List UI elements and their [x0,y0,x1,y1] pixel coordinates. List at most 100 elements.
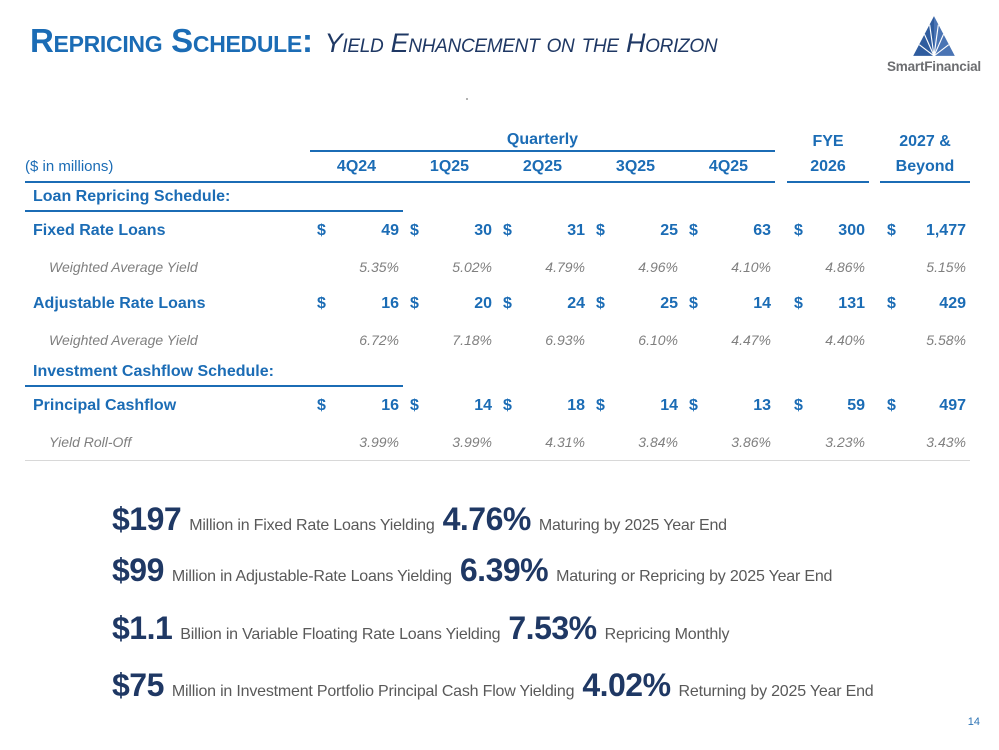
currency-symbol: $ [317,294,326,312]
currency-symbol: $ [887,294,896,312]
cell-value: 14 [753,294,771,312]
money-cell: $14 [589,387,682,424]
cell-value: 49 [381,221,399,239]
cell-value: 13 [753,396,771,414]
money-cell: $20 [403,285,496,322]
statement-amount: $75 [112,667,164,703]
column-header-4q24: 4Q24 [310,152,403,183]
table-row: Yield Roll-Off 3.99% 3.99% 4.31% 3.84% 3… [25,424,970,460]
currency-symbol: $ [689,396,698,414]
column-header-2026: 2026 [787,152,869,183]
cell-value: 16 [381,294,399,312]
statement-text: Returning by 2025 Year End [678,683,874,700]
money-cell: $16 [310,285,403,322]
percent-cell: 4.79% [545,259,585,275]
statement-rate: 4.76% [442,501,532,537]
statement-amount: $1.1 [112,610,173,646]
money-cell: $25 [589,285,682,322]
stray-mark [466,98,468,100]
statement-text: Repricing Monthly [604,626,730,643]
percent-cell: 4.86% [825,259,865,275]
money-cell: $131 [787,285,869,322]
percent-cell: 3.99% [452,434,492,450]
percent-cell: 3.84% [638,434,678,450]
money-cell: $49 [310,212,403,249]
money-cell: $63 [682,212,775,249]
table-bottom-divider [25,460,970,461]
money-cell: $14 [403,387,496,424]
cell-value: 18 [567,396,585,414]
currency-symbol: $ [410,294,419,312]
table-row: Adjustable Rate Loans $16 $20 $24 $25 $1… [25,285,970,322]
statement-variable-floating: $1.1 Billion in Variable Floating Rate L… [112,610,874,650]
row-label: Fixed Rate Loans [33,221,166,239]
currency-symbol: $ [503,221,512,239]
cell-value: 59 [847,396,865,414]
statement-amount: $197 [112,501,182,537]
cell-value: 25 [660,221,678,239]
statement-text: Maturing by 2025 Year End [538,517,727,534]
table-row: Weighted Average Yield 5.35% 5.02% 4.79%… [25,249,970,285]
percent-cell: 4.40% [825,332,865,348]
key-statements: $197 Million in Fixed Rate Loans Yieldin… [112,501,874,707]
statement-rate: 7.53% [508,610,597,646]
percent-cell: 3.23% [825,434,865,450]
currency-symbol: $ [503,294,512,312]
cell-value: 1,477 [925,221,966,239]
cell-value: 63 [753,221,771,239]
table-group-header-row: Quarterly FYE 2027 & [25,130,970,152]
currency-symbol: $ [794,294,803,312]
page-number: 14 [967,716,980,728]
money-cell: $25 [589,212,682,249]
cell-value: 20 [474,294,492,312]
money-cell: $16 [310,387,403,424]
statement-text: Billion in Variable Floating Rate Loans … [180,626,501,643]
money-cell: $429 [880,285,970,322]
money-cell: $30 [403,212,496,249]
row-label: Weighted Average Yield [49,332,198,348]
currency-symbol: $ [689,294,698,312]
cell-value: 429 [939,294,966,312]
percent-cell: 7.18% [452,332,492,348]
table-row: Principal Cashflow $16 $14 $18 $14 $13 $… [25,387,970,424]
percent-cell: 3.86% [731,434,771,450]
percent-cell: 5.02% [452,259,492,275]
currency-symbol: $ [689,221,698,239]
row-label: Principal Cashflow [33,396,177,414]
statement-rate: 4.02% [582,667,671,703]
cell-value: 131 [838,294,865,312]
statement-rate: 6.39% [459,552,549,588]
title-main: Repricing Schedule: [30,22,313,59]
cell-value: 14 [660,396,678,414]
money-cell: $59 [787,387,869,424]
title-sub: Yield Enhancement on the Horizon [324,28,718,58]
statement-text: Million in Investment Portfolio Principa… [171,683,575,700]
currency-symbol: $ [596,221,605,239]
currency-symbol: $ [317,221,326,239]
statement-amount: $99 [112,552,164,588]
row-label: Weighted Average Yield [49,259,198,275]
currency-symbol: $ [503,396,512,414]
statement-text: Million in Fixed Rate Loans Yielding [189,517,435,534]
repricing-table: Quarterly FYE 2027 & ($ in millions) 4Q2… [25,130,970,461]
money-cell: $18 [496,387,589,424]
table-row: Fixed Rate Loans $49 $30 $31 $25 $63 $30… [25,212,970,249]
column-header-3q25: 3Q25 [589,152,682,183]
column-header-4q25: 4Q25 [682,152,775,183]
cell-value: 31 [567,221,585,239]
column-header-beyond: Beyond [880,152,970,183]
currency-symbol: $ [596,396,605,414]
money-cell: $24 [496,285,589,322]
table-section-row: Loan Repricing Schedule: [25,183,970,212]
money-cell: $497 [880,387,970,424]
pyramid-icon [913,16,955,57]
currency-symbol: $ [317,396,326,414]
currency-symbol: $ [410,396,419,414]
table-column-header-row: ($ in millions) 4Q24 1Q25 2Q25 3Q25 4Q25… [25,152,970,183]
money-cell: $13 [682,387,775,424]
cell-value: 24 [567,294,585,312]
percent-cell: 4.96% [638,259,678,275]
percent-cell: 4.31% [545,434,585,450]
cell-value: 30 [474,221,492,239]
